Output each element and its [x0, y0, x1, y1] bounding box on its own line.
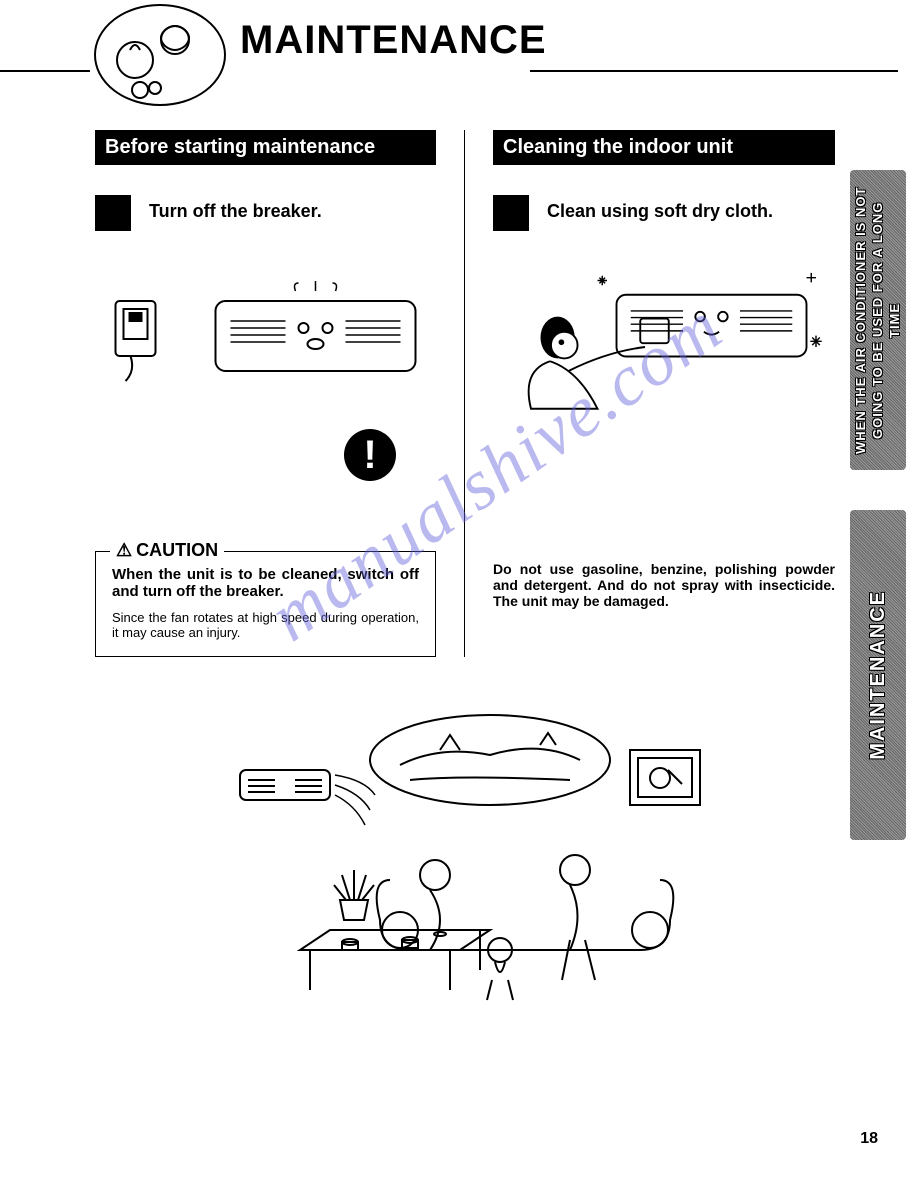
caution-legend: ⚠ CAUTION — [110, 540, 224, 561]
side-tab-maintenance: MAINTENANCE — [850, 510, 906, 840]
right-instruction-row: Clean using soft dry cloth. — [493, 195, 835, 231]
side-tab-2-text: MAINTENANCE — [865, 560, 891, 790]
page-title: MAINTENANCE — [240, 18, 547, 63]
exclamation-icon: ! — [344, 429, 396, 481]
right-illustration — [493, 271, 835, 461]
left-instruction-row: Turn off the breaker. — [95, 195, 436, 231]
right-warning-text: Do not use gasoline, benzine, polishing … — [493, 561, 835, 609]
title-rule-right — [530, 70, 898, 72]
caution-box: ⚠ CAUTION When the unit is to be cleaned… — [95, 551, 436, 657]
warning-triangle-icon: ⚠ — [116, 540, 132, 561]
side-tabs: WHEN THE AIR CONDITIONER IS NOT GOING TO… — [850, 170, 906, 840]
page-number: 18 — [860, 1130, 878, 1148]
bottom-illustration — [230, 710, 730, 1020]
right-instruction-text: Clean using soft dry cloth. — [547, 195, 773, 222]
title-rule-left — [0, 70, 90, 72]
bullet-square — [493, 195, 529, 231]
left-section-header: Before starting maintenance — [95, 130, 436, 165]
side-tab-1-text: WHEN THE AIR CONDITIONER IS NOT GOING TO… — [853, 182, 904, 458]
left-instruction-text: Turn off the breaker. — [149, 195, 322, 222]
caution-sub-text: Since the fan rotates at high speed duri… — [112, 610, 419, 640]
caution-label: CAUTION — [136, 540, 218, 561]
side-tab-long-time: WHEN THE AIR CONDITIONER IS NOT GOING TO… — [850, 170, 906, 470]
content-columns: Before starting maintenance Turn off the… — [95, 130, 835, 657]
title-illustration — [90, 0, 230, 110]
caution-main-text: When the unit is to be cleaned, switch o… — [112, 566, 419, 600]
bullet-square — [95, 195, 131, 231]
right-column: Cleaning the indoor unit Clean using sof… — [465, 130, 835, 657]
left-illustration: ! — [95, 271, 436, 461]
left-column: Before starting maintenance Turn off the… — [95, 130, 465, 657]
right-section-header: Cleaning the indoor unit — [493, 130, 835, 165]
